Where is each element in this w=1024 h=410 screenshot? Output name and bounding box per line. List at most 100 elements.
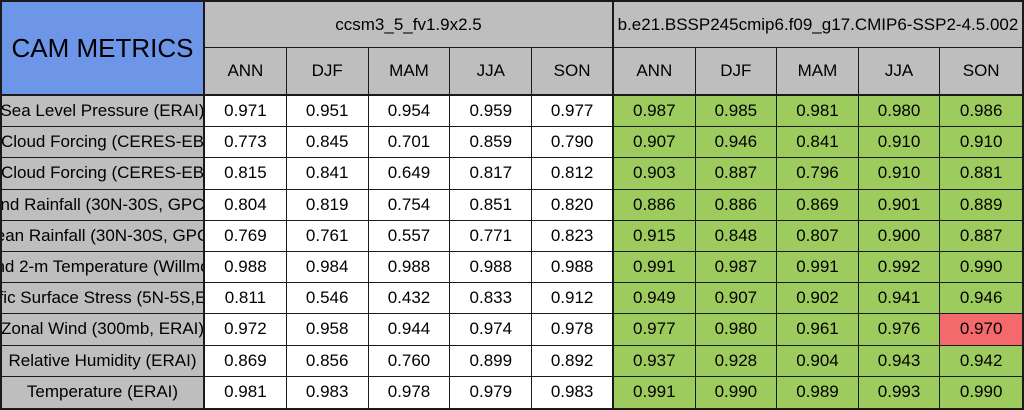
value-cell: 0.859 bbox=[450, 127, 533, 159]
value-cell: 0.987 bbox=[695, 251, 778, 284]
value-cell: 0.990 bbox=[940, 251, 1022, 284]
value-cell: 0.958 bbox=[286, 314, 369, 346]
row-label: nd 2-m Temperature (Willmo bbox=[2, 251, 205, 284]
value-cell: 0.961 bbox=[777, 314, 859, 346]
season-header-mam: MAM bbox=[368, 48, 451, 96]
value-cell: 0.761 bbox=[286, 220, 369, 252]
value-cell: 0.946 bbox=[940, 283, 1022, 315]
value-cell: 0.907 bbox=[613, 127, 696, 159]
value-cell: 0.769 bbox=[205, 220, 287, 252]
value-cell: 0.910 bbox=[940, 127, 1022, 159]
value-cell: 0.820 bbox=[532, 189, 614, 221]
value-cell: 0.907 bbox=[695, 283, 778, 315]
value-cell: 0.848 bbox=[695, 220, 778, 252]
table-title: CAM METRICS bbox=[2, 2, 205, 96]
row-label: Cloud Forcing (CERES-EB bbox=[2, 158, 205, 190]
value-cell: 0.892 bbox=[532, 345, 614, 377]
row-label: Zonal Wind (300mb, ERAI) bbox=[2, 314, 205, 346]
value-cell: 0.771 bbox=[450, 220, 533, 252]
value-cell: 0.881 bbox=[940, 158, 1022, 190]
value-cell: 0.845 bbox=[286, 127, 369, 159]
value-cell: 0.977 bbox=[613, 314, 696, 346]
value-cell: 0.951 bbox=[286, 96, 369, 128]
value-cell: 0.988 bbox=[532, 251, 614, 284]
value-cell: 0.954 bbox=[368, 96, 451, 128]
value-cell: 0.886 bbox=[695, 189, 778, 221]
value-cell: 0.856 bbox=[286, 345, 369, 377]
value-cell: 0.946 bbox=[695, 127, 778, 159]
value-cell: 0.811 bbox=[205, 283, 287, 315]
value-cell: 0.944 bbox=[368, 314, 451, 346]
value-cell: 0.986 bbox=[940, 96, 1022, 128]
row-label: Temperature (ERAI) bbox=[2, 376, 205, 408]
season-header-ann: ANN bbox=[205, 48, 287, 96]
value-cell: 0.901 bbox=[858, 189, 941, 221]
value-cell: 0.760 bbox=[368, 345, 451, 377]
value-cell: 0.902 bbox=[777, 283, 859, 315]
season-header-djf: DJF bbox=[695, 48, 778, 96]
value-cell: 0.992 bbox=[858, 251, 941, 284]
season-header-mam: MAM bbox=[777, 48, 859, 96]
value-cell: 0.988 bbox=[368, 251, 451, 284]
value-cell: 0.887 bbox=[695, 158, 778, 190]
value-cell: 0.941 bbox=[858, 283, 941, 315]
value-cell: 0.989 bbox=[777, 376, 859, 408]
row-label: Relative Humidity (ERAI) bbox=[2, 345, 205, 377]
value-cell: 0.943 bbox=[858, 345, 941, 377]
row-label: fic Surface Stress (5N-5S,E bbox=[2, 283, 205, 315]
value-cell: 0.978 bbox=[368, 376, 451, 408]
value-cell: 0.976 bbox=[858, 314, 941, 346]
row-label: ean Rainfall (30N-30S, GPC bbox=[2, 220, 205, 252]
value-cell: 0.991 bbox=[613, 376, 696, 408]
value-cell: 0.987 bbox=[613, 96, 696, 128]
value-cell: 0.912 bbox=[532, 283, 614, 315]
value-cell: 0.991 bbox=[777, 251, 859, 284]
value-cell: 0.889 bbox=[940, 189, 1022, 221]
value-cell: 0.557 bbox=[368, 220, 451, 252]
row-label: Sea Level Pressure (ERAI) bbox=[2, 96, 205, 128]
value-cell: 0.649 bbox=[368, 158, 451, 190]
value-cell: 0.546 bbox=[286, 283, 369, 315]
season-header-djf: DJF bbox=[286, 48, 369, 96]
value-cell: 0.990 bbox=[695, 376, 778, 408]
value-cell: 0.974 bbox=[450, 314, 533, 346]
value-cell: 0.904 bbox=[777, 345, 859, 377]
value-cell: 0.928 bbox=[695, 345, 778, 377]
season-header-jja: JJA bbox=[450, 48, 533, 96]
value-cell: 0.804 bbox=[205, 189, 287, 221]
value-cell: 0.983 bbox=[532, 376, 614, 408]
value-cell: 0.910 bbox=[858, 158, 941, 190]
value-cell: 0.807 bbox=[777, 220, 859, 252]
value-cell: 0.851 bbox=[450, 189, 533, 221]
value-cell: 0.903 bbox=[613, 158, 696, 190]
value-cell: 0.819 bbox=[286, 189, 369, 221]
value-cell: 0.900 bbox=[858, 220, 941, 252]
value-cell: 0.823 bbox=[532, 220, 614, 252]
value-cell: 0.942 bbox=[940, 345, 1022, 377]
value-cell: 0.985 bbox=[695, 96, 778, 128]
value-cell: 0.790 bbox=[532, 127, 614, 159]
value-cell: 0.984 bbox=[286, 251, 369, 284]
value-cell: 0.812 bbox=[532, 158, 614, 190]
value-cell: 0.887 bbox=[940, 220, 1022, 252]
value-cell: 0.937 bbox=[613, 345, 696, 377]
value-cell: 0.988 bbox=[450, 251, 533, 284]
value-cell: 0.796 bbox=[777, 158, 859, 190]
value-cell: 0.979 bbox=[450, 376, 533, 408]
row-label: Cloud Forcing (CERES-EB bbox=[2, 127, 205, 159]
value-cell: 0.841 bbox=[777, 127, 859, 159]
value-cell: 0.915 bbox=[613, 220, 696, 252]
alert-value-cell: 0.970 bbox=[940, 314, 1022, 346]
value-cell: 0.978 bbox=[532, 314, 614, 346]
value-cell: 0.959 bbox=[450, 96, 533, 128]
value-cell: 0.869 bbox=[205, 345, 287, 377]
value-cell: 0.833 bbox=[450, 283, 533, 315]
value-cell: 0.869 bbox=[777, 189, 859, 221]
value-cell: 0.980 bbox=[858, 96, 941, 128]
value-cell: 0.886 bbox=[613, 189, 696, 221]
model-1-name: ccsm3_5_fv1.9x2.5 bbox=[205, 2, 614, 48]
value-cell: 0.993 bbox=[858, 376, 941, 408]
value-cell: 0.817 bbox=[450, 158, 533, 190]
value-cell: 0.972 bbox=[205, 314, 287, 346]
